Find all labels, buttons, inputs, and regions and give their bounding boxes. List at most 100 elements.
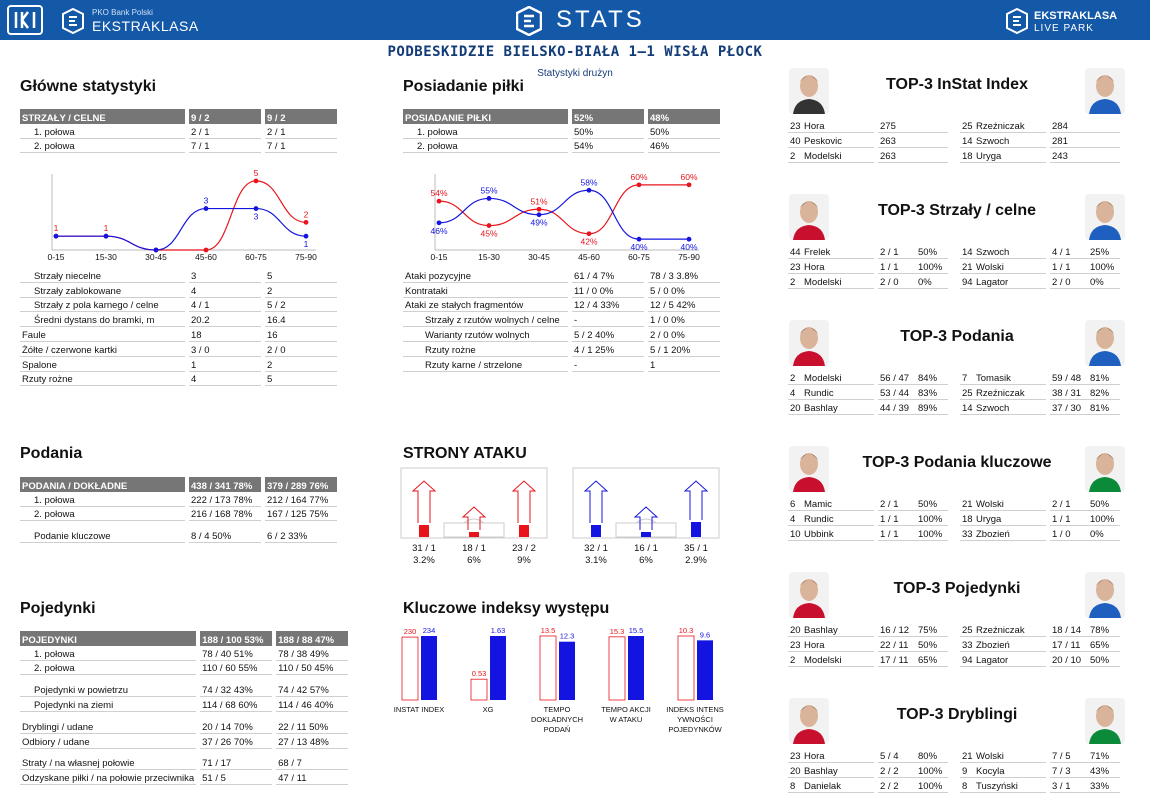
player-name: 2 Modelski <box>788 148 874 163</box>
player-value: 2 / 2 100% <box>878 778 948 793</box>
possession-details: Ataki pozycyjne 61 / 4 7% 78 / 3 3.8% Kontr… <box>399 268 724 372</box>
player-name: 23 Hora <box>788 637 874 652</box>
row-label: 1. połowa <box>20 646 197 661</box>
avatar <box>1085 68 1125 114</box>
player-surname: Modelski <box>804 655 842 666</box>
player-name: 14 Szwoch <box>960 133 1046 148</box>
table-row: 23 Hora 5 / 4 80% <box>788 748 948 763</box>
attack-arrow-icon <box>683 480 709 520</box>
top3-table-right: 14 Szwoch 4 / 1 25% 21 Wolski 1 / 1 100% 94 Lagat… <box>956 244 1124 289</box>
player-number: 94 <box>962 655 973 666</box>
row-label: PODANIA / DOKŁADNE <box>20 477 185 492</box>
home-value: 8 / 4 50% <box>189 528 261 544</box>
player-number: 23 <box>790 121 801 132</box>
attack-counts-label: 31 / 1 <box>412 543 436 554</box>
away-value: 1 / 0 0% <box>648 312 720 328</box>
table-row <box>20 749 348 756</box>
table-row: 23 Hora 275 <box>788 118 948 133</box>
home-value: 2 / 1 <box>189 124 261 139</box>
player-number: 20 <box>790 766 801 777</box>
player-value: 17 / 11 65% <box>878 652 948 667</box>
player-surname: Frelek <box>804 247 831 258</box>
avatar-shirt <box>793 477 825 492</box>
table-row: 2. połowa 110 / 60 55% 110 / 50 45% <box>20 661 349 676</box>
value-percent: 100% <box>918 514 943 525</box>
value-percent: 50% <box>918 247 938 258</box>
x-tick-label: 30-45 <box>528 252 550 262</box>
avatar <box>1085 320 1125 366</box>
attack-arrow-icon <box>411 480 437 523</box>
bar-home <box>470 678 488 701</box>
value-main: 44 / 39 <box>880 403 910 414</box>
category-label: INSTAT INDEX <box>394 705 444 714</box>
value-main: 37 / 30 <box>1052 403 1082 414</box>
away-value: 22 / 11 50% <box>276 719 349 734</box>
category-label: POJEDYNKÓW <box>668 725 722 734</box>
avatar <box>789 698 829 744</box>
away-value: 78 / 38 49% <box>276 646 349 661</box>
away-value: 167 / 125 75% <box>265 507 337 522</box>
avatar-shirt <box>1089 729 1121 744</box>
row-label: Straty / na własnej połowie <box>20 756 197 771</box>
player-number: 23 <box>790 262 801 273</box>
away-value: 27 / 13 48% <box>276 734 349 749</box>
table-row: 2. połowa 54% 46% <box>403 139 720 154</box>
value-main: 16 / 12 <box>880 625 910 636</box>
table-row: 2 Modelski 263 <box>788 148 948 163</box>
home-value: 20.2 <box>189 312 261 328</box>
player-number: 23 <box>790 751 801 762</box>
player-surname: Bashlay <box>804 625 838 636</box>
value-main: 2 / 1 <box>880 499 899 510</box>
table-row: Strzały niecelne 3 5 <box>20 268 337 283</box>
avatar <box>1085 194 1125 240</box>
category-label: DOKLADNYCH <box>531 715 583 724</box>
value-percent: 100% <box>1090 262 1115 273</box>
player-number: 2 <box>790 655 796 666</box>
avatar-face <box>1096 705 1114 727</box>
row-label: 1. połowa <box>403 124 568 139</box>
bar-label-home: 0.53 <box>472 669 487 678</box>
player-name: 8 Tuszyński <box>960 778 1046 793</box>
table-header-row: PODANIA / DOKŁADNE 438 / 341 78% 379 / 289… <box>20 477 337 492</box>
avatar-face <box>1096 75 1114 97</box>
home-value: 54% <box>572 139 644 154</box>
x-tick-label: 75-90 <box>678 252 700 262</box>
table-row: 8 Tuszyński 3 / 1 33% <box>960 778 1120 793</box>
bar-label-home: 10.3 <box>679 626 694 635</box>
match-title: PODBESKIDZIE BIELSKO-BIAŁA 1–1 WISŁA PŁO… <box>387 44 763 60</box>
data-label: 46% <box>430 226 447 236</box>
home-value: 5 / 2 40% <box>572 327 644 342</box>
row-label: 2. połowa <box>403 139 568 154</box>
ekstraklasa-logo-icon <box>62 8 84 34</box>
table-row: Ataki ze stałych fragmentów 12 / 4 33% 12 … <box>403 298 720 313</box>
away-value: 2 <box>265 283 337 298</box>
player-name: 23 Hora <box>788 118 874 133</box>
player-name: 20 Bashlay <box>788 400 874 415</box>
row-label: Ataki pozycyjne <box>403 268 568 283</box>
category-label: XG <box>483 705 494 714</box>
x-tick-label: 30-45 <box>145 252 167 262</box>
player-surname: Modelski <box>804 373 842 384</box>
stats-logo-icon <box>516 6 542 36</box>
row-label <box>20 749 196 756</box>
x-tick-label: 45-60 <box>195 252 217 262</box>
table-row: 94 Lagator 20 / 10 50% <box>960 652 1120 667</box>
table-row: 25 Rzeźniczak 38 / 31 82% <box>960 385 1120 400</box>
home-value: 18 <box>189 327 261 342</box>
table-row: 9 Kocyla 7 / 3 43% <box>960 763 1120 778</box>
data-label: 51% <box>530 196 547 206</box>
table-row: 20 Bashlay 44 / 39 89% <box>788 400 948 415</box>
bar-label-away: 1.63 <box>491 626 506 635</box>
series-line-1 <box>55 207 307 251</box>
table-row: 18 Uryga 1 / 1 100% <box>960 511 1120 526</box>
table-row: Strzały z rzutów wolnych / celne -1 / 0 0… <box>403 312 720 328</box>
table-row: 2. połowa 7 / 1 7 / 1 <box>20 139 337 154</box>
away-value: 47 / 11 <box>276 770 349 786</box>
table-row: 2. połowa 216 / 168 78% 167 / 125 75% <box>20 507 337 522</box>
player-surname: Hora <box>804 751 825 762</box>
table-row: 40 Peskovic 263 <box>788 133 948 148</box>
row-label: POSIADANIE PIŁKI <box>403 109 568 124</box>
player-name: 94 Lagator <box>960 652 1046 667</box>
table-row: Faule 18 16 <box>20 327 337 342</box>
avatar-shirt <box>793 99 825 114</box>
